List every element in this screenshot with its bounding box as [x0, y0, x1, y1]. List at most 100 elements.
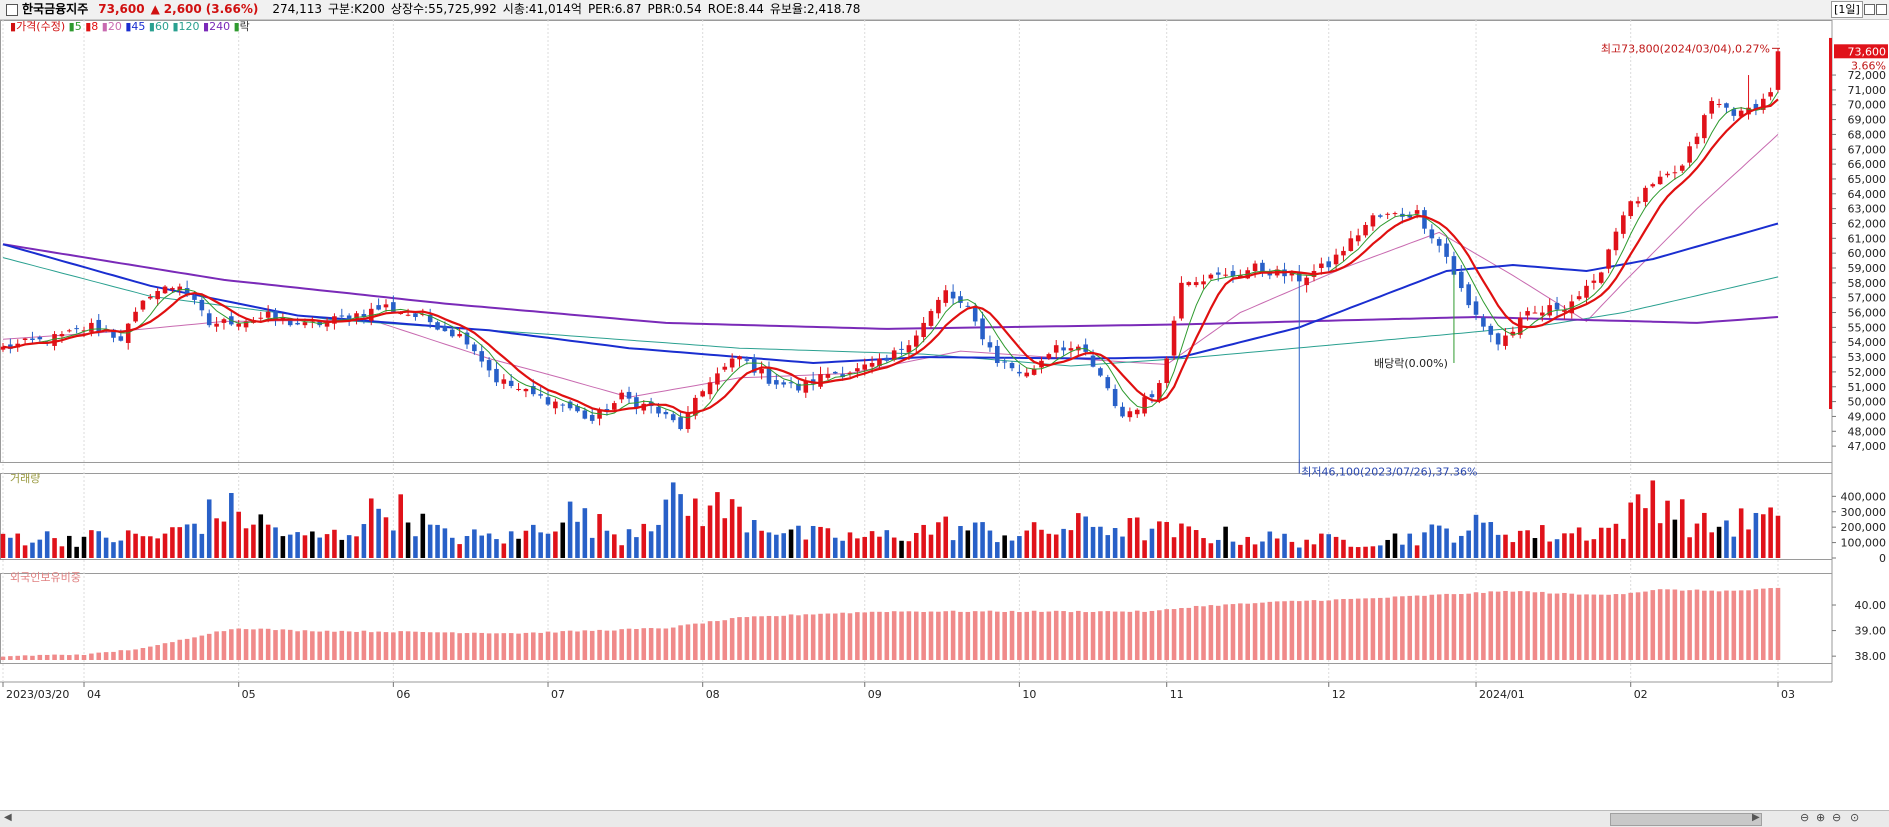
foreign-bar — [1679, 590, 1685, 660]
foreign-bar — [52, 654, 57, 660]
candle-body — [715, 373, 720, 385]
candle-body — [803, 380, 809, 393]
foreign-bar — [118, 650, 124, 660]
volume-bar — [1053, 534, 1059, 558]
candle-body — [1591, 280, 1597, 283]
foreign-bar — [818, 613, 823, 660]
volume-bar — [707, 505, 713, 558]
volume-bar — [1377, 545, 1383, 558]
foreign-bar — [553, 632, 558, 660]
minimize-pane-icon[interactable] — [1864, 4, 1875, 15]
volume-bar — [229, 492, 234, 558]
volume-bar — [391, 530, 396, 558]
candle-body — [1422, 210, 1427, 229]
volume-bar — [958, 526, 963, 558]
price-y-tick-label: 64,000 — [1848, 188, 1887, 201]
scroll-thumb[interactable] — [1610, 813, 1762, 826]
zoom-reset-icon[interactable]: ⊖ — [1800, 811, 1810, 824]
volume-bar — [1017, 536, 1022, 558]
volume-bar — [1569, 533, 1575, 558]
candle-body — [582, 410, 588, 419]
candle-body — [1260, 262, 1265, 272]
volume-bar — [796, 525, 801, 558]
candle-body — [1753, 103, 1759, 110]
period-selector[interactable]: [1일] — [1831, 1, 1863, 18]
foreign-bar — [464, 633, 470, 660]
foreign-bar — [89, 653, 94, 660]
foreign-bar — [516, 633, 521, 660]
horizontal-scrollbar[interactable]: ◀ ▶ ⊖ ⊕ ⊖ ⊙ — [0, 810, 1889, 827]
candle-body — [1657, 176, 1663, 185]
candle-body — [8, 344, 13, 349]
scroll-right-icon[interactable]: ▶ — [1752, 812, 1760, 823]
volume-bar — [258, 514, 264, 558]
select-checkbox[interactable] — [6, 4, 18, 16]
volume-bar — [361, 524, 367, 558]
volume-bar — [273, 527, 278, 558]
foreign-bar — [1385, 597, 1390, 660]
zoom-out-icon[interactable]: ⊖ — [1832, 811, 1842, 824]
ma5-path — [2, 91, 1779, 419]
foreign-bar — [1488, 591, 1494, 660]
volume-bar — [1650, 480, 1656, 558]
volume-bar — [648, 531, 654, 558]
volume-bar — [612, 534, 617, 558]
candle-body — [855, 368, 860, 372]
candle-body — [1208, 274, 1214, 279]
candle-body — [1562, 309, 1567, 312]
candle-body — [1466, 284, 1471, 306]
volume-bar — [52, 538, 57, 558]
volume-bar — [1532, 538, 1538, 558]
candle-body — [184, 288, 190, 296]
close-pane-icon[interactable] — [1876, 4, 1887, 15]
volume-bar — [685, 515, 691, 558]
volume-bar — [1635, 494, 1641, 558]
candle-body — [1326, 261, 1332, 268]
foreign-bar — [1510, 591, 1516, 660]
zoom-in-icon[interactable]: ⊕ — [1816, 811, 1826, 824]
foreign-bar — [1157, 610, 1162, 660]
candle-body — [1532, 312, 1538, 314]
foreign-bar — [1355, 598, 1361, 660]
x-tick-label: 2023/03/20 — [6, 688, 69, 701]
candle-body — [700, 391, 705, 397]
candle-body — [1768, 92, 1773, 97]
volume-bar — [1451, 542, 1457, 558]
volume-bar — [472, 529, 477, 558]
volume-bar — [1591, 539, 1597, 558]
zoom-fit-icon[interactable]: ⊙ — [1850, 811, 1860, 824]
candle-body — [162, 286, 168, 294]
candle-body — [744, 359, 750, 361]
candle-body — [1046, 354, 1052, 359]
volume-bar — [206, 499, 212, 558]
foreign-bar — [1002, 611, 1007, 660]
scroll-left-icon[interactable]: ◀ — [4, 812, 12, 823]
foreign-bar — [1724, 590, 1729, 660]
volume-bar — [759, 530, 764, 558]
foreign-bar — [715, 621, 720, 660]
volume-bar — [1459, 535, 1464, 558]
candle-body — [987, 342, 993, 348]
candle-body — [965, 305, 971, 307]
foreign-bar — [626, 628, 632, 660]
volume-bar — [74, 546, 79, 558]
legend-ma-label: 5 — [75, 20, 82, 33]
volume-bar — [170, 527, 175, 558]
foreign-bar — [1009, 610, 1015, 660]
volume-bar — [1186, 526, 1192, 558]
foreign-bar — [1738, 590, 1744, 660]
volume-bar — [1466, 530, 1471, 558]
foreign-bar — [192, 637, 197, 660]
candle-body — [1436, 239, 1442, 246]
volume-bar — [1098, 526, 1103, 558]
foreign-bar — [339, 630, 345, 660]
foreign-bar — [1775, 587, 1781, 660]
volume-bar — [1267, 531, 1273, 558]
foreign-bar — [1341, 598, 1346, 660]
candle-body — [1377, 215, 1383, 217]
foreign-bar — [1422, 595, 1427, 660]
foreign-bar — [965, 611, 971, 660]
volume-bar — [1061, 528, 1066, 558]
candle-body — [1186, 282, 1192, 286]
